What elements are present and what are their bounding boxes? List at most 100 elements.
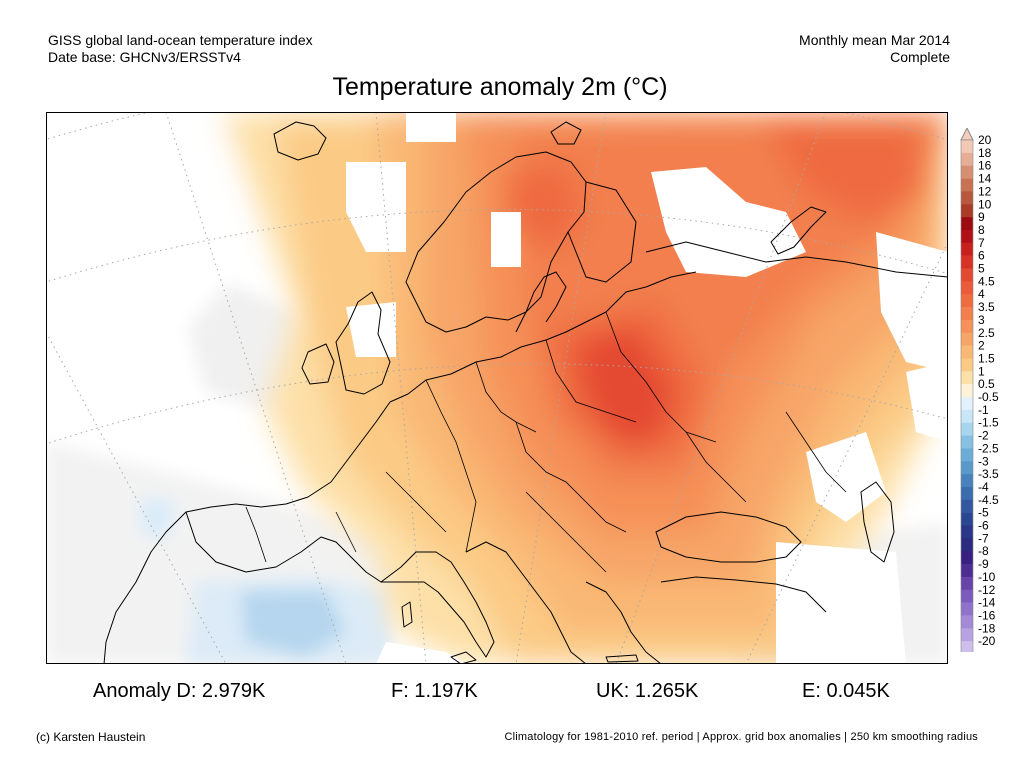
legend-label: 4 <box>978 287 985 301</box>
legend-label: 1.5 <box>978 351 995 365</box>
legend-label: -1 <box>978 403 989 417</box>
legend-label: 1 <box>978 364 985 378</box>
legend-label: 14 <box>978 172 992 186</box>
copyright: (c) Karsten Haustein <box>36 730 146 744</box>
legend-label: -12 <box>978 583 996 597</box>
period-label: Monthly mean Mar 2014 <box>799 32 950 48</box>
legend-swatch <box>961 422 973 436</box>
legend-label: -8 <box>978 544 989 558</box>
legend-swatch <box>961 525 973 539</box>
legend-swatch <box>961 255 973 269</box>
graticule <box>46 112 948 664</box>
legend-swatch <box>961 281 973 295</box>
method-note: Climatology for 1981-2010 ref. period | … <box>504 731 978 743</box>
legend-swatch <box>961 140 973 154</box>
legend-swatch <box>961 512 973 526</box>
legend-label: -16 <box>978 608 996 622</box>
legend-label: -7 <box>978 531 989 545</box>
legend-label: 16 <box>978 159 992 173</box>
country-borders <box>245 311 847 573</box>
legend-swatch <box>961 229 973 244</box>
anomaly-d-value: Anomaly D: 2.979K <box>93 680 266 702</box>
anomaly-e-value: E: 0.045K <box>802 680 890 702</box>
legend-swatch <box>961 589 973 603</box>
legend-swatch <box>961 358 973 372</box>
data-base-label: Date base: GHCNv3/ERSSTv4 <box>48 49 241 65</box>
legend-label: 8 <box>978 223 985 237</box>
legend-label: -14 <box>978 596 996 610</box>
legend-swatch <box>961 191 973 205</box>
legend-swatch <box>961 165 973 179</box>
legend-swatch <box>961 204 973 218</box>
legend-label: -18 <box>978 621 996 635</box>
legend-label: 2.5 <box>978 326 995 340</box>
legend-label: -4 <box>978 480 989 494</box>
legend-swatch <box>961 474 973 488</box>
legend-swatch <box>961 332 973 346</box>
legend-swatch <box>961 384 973 398</box>
legend-label: -9 <box>978 557 989 571</box>
legend-label: 9 <box>978 210 985 224</box>
legend-swatch <box>961 499 973 513</box>
legend-swatch <box>961 628 973 642</box>
color-legend: 201816141210987654.543.532.521.510.5-0.5… <box>960 128 999 652</box>
anomaly-uk-value: UK: 1.265K <box>596 680 699 702</box>
legend-swatch <box>961 435 973 449</box>
legend-label: -10 <box>978 570 996 584</box>
completeness-label: Complete <box>890 49 950 65</box>
legend-label: -1.5 <box>978 416 999 430</box>
legend-label: 3.5 <box>978 300 995 314</box>
no-data-areas <box>46 112 948 664</box>
legend-swatch <box>961 152 973 166</box>
legend-swatch <box>961 371 973 385</box>
legend-swatch <box>961 602 973 616</box>
legend-label: 5 <box>978 262 985 276</box>
legend-label: 6 <box>978 249 985 263</box>
legend-label: -20 <box>978 634 996 648</box>
legend-label: -2.5 <box>978 441 999 455</box>
legend-label: 12 <box>978 184 992 198</box>
legend-frame <box>960 139 974 652</box>
legend-label: 18 <box>978 146 992 160</box>
anomaly-f-value: F: 1.197K <box>391 680 478 702</box>
legend-label: -6 <box>978 519 989 533</box>
legend-top-arrow <box>960 128 974 141</box>
legend-label: 20 <box>978 133 992 147</box>
legend-swatch <box>961 294 973 308</box>
legend-label: 4.5 <box>978 274 995 288</box>
legend-swatch <box>961 576 973 591</box>
legend-swatch <box>961 409 973 423</box>
legend-label: 10 <box>978 197 992 211</box>
legend-swatch <box>961 397 973 411</box>
dataset-title: GISS global land-ocean temperature index <box>48 32 313 48</box>
legend-swatch <box>961 242 973 256</box>
legend-label: -5 <box>978 506 989 520</box>
legend-swatch <box>961 538 973 552</box>
map-frame <box>46 112 948 664</box>
legend-swatch <box>961 178 973 192</box>
map-title: Temperature anomaly 2m (°C) <box>332 73 668 101</box>
legend-label: 2 <box>978 339 985 353</box>
legend-swatch <box>961 345 973 359</box>
legend-label: -2 <box>978 429 989 443</box>
legend-label: -3 <box>978 454 989 468</box>
legend-swatch <box>961 615 973 629</box>
legend-swatch <box>961 564 973 578</box>
legend-swatch <box>961 448 973 462</box>
anomaly-stats: Anomaly D: 2.979K F: 1.197K UK: 1.265K E… <box>0 680 1024 706</box>
header-left: GISS global land-ocean temperature index… <box>48 32 313 66</box>
header-right: Monthly mean Mar 2014 Complete <box>799 32 950 66</box>
legend-swatch <box>961 551 973 565</box>
legend-label: -4.5 <box>978 493 999 507</box>
anomaly-map <box>46 112 948 664</box>
legend-label: -3.5 <box>978 467 999 481</box>
legend-label: 3 <box>978 313 985 327</box>
legend-label: 0.5 <box>978 377 995 391</box>
legend-swatch <box>961 461 973 475</box>
legend-swatch <box>961 307 973 321</box>
legend-swatch <box>961 486 973 501</box>
legend-swatch <box>961 268 973 282</box>
legend-swatch <box>961 641 973 652</box>
legend-swatch <box>961 217 973 231</box>
legend-label: 7 <box>978 236 985 250</box>
